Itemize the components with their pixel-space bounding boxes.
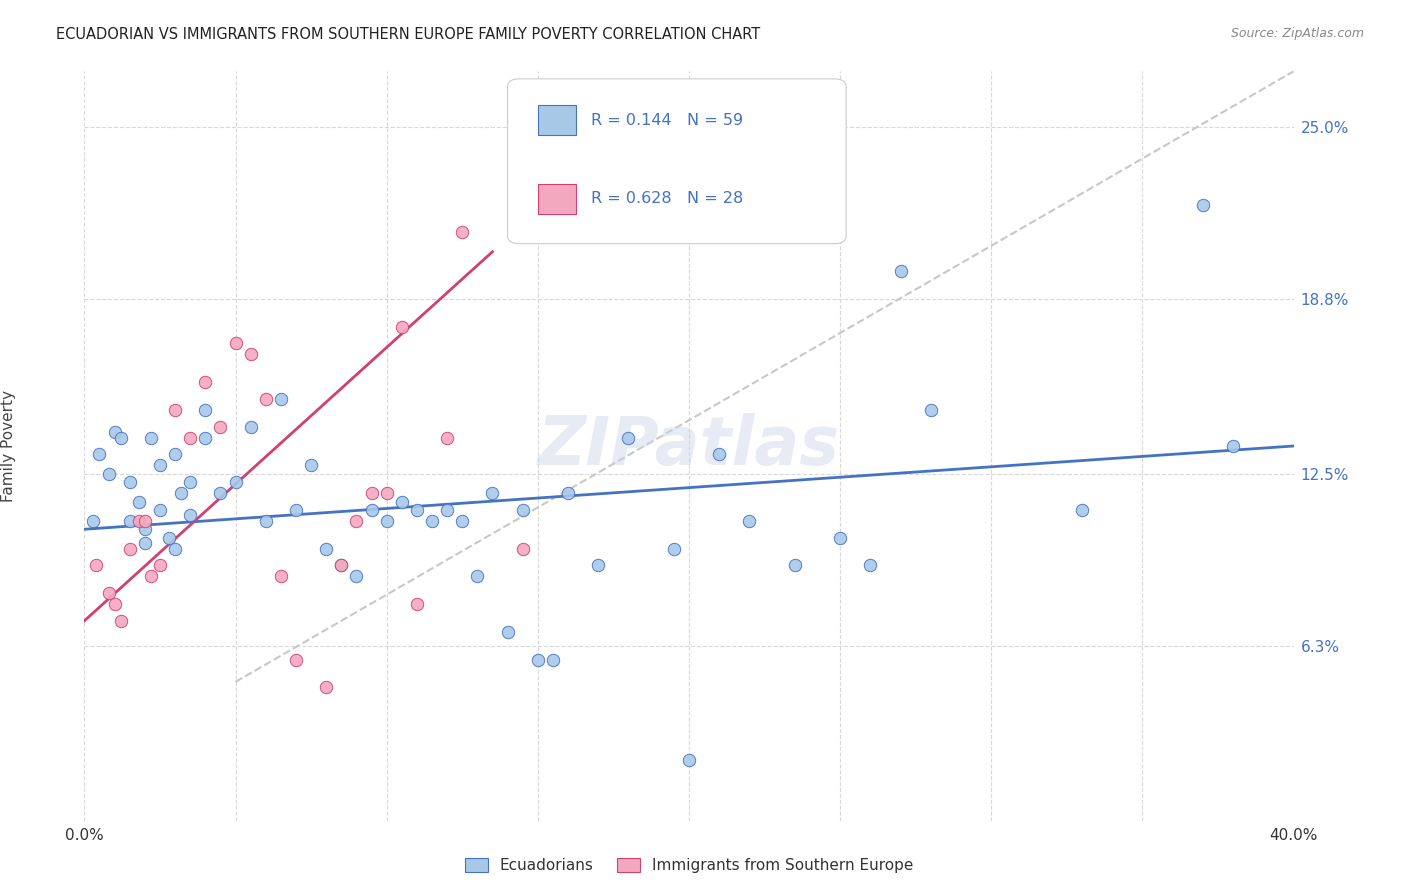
- Point: [920, 403, 942, 417]
- Point: [375, 514, 398, 528]
- Point: [118, 541, 141, 556]
- Point: [738, 514, 761, 528]
- Point: [406, 503, 429, 517]
- Point: [165, 403, 187, 417]
- Point: [194, 431, 217, 445]
- Point: [104, 597, 127, 611]
- Bar: [538, 105, 576, 135]
- Point: [149, 558, 172, 573]
- Point: [391, 494, 413, 508]
- Point: [179, 508, 201, 523]
- Point: [110, 431, 132, 445]
- Point: [239, 419, 262, 434]
- Point: [82, 514, 104, 528]
- Point: [512, 503, 534, 517]
- Point: [139, 569, 162, 583]
- Point: [170, 486, 193, 500]
- Point: [270, 569, 292, 583]
- Point: [330, 558, 353, 573]
- Point: [134, 536, 156, 550]
- Point: [128, 494, 150, 508]
- Point: [157, 531, 180, 545]
- Point: [315, 681, 337, 695]
- Point: [451, 225, 474, 239]
- Point: [859, 558, 882, 573]
- Text: R = 0.628   N = 28: R = 0.628 N = 28: [591, 191, 744, 206]
- Point: [346, 569, 368, 583]
- Point: [225, 336, 247, 351]
- Point: [134, 514, 156, 528]
- Point: [481, 486, 503, 500]
- Point: [557, 486, 579, 500]
- Point: [128, 514, 150, 528]
- Point: [139, 431, 162, 445]
- Point: [97, 467, 120, 481]
- Point: [254, 392, 277, 406]
- Point: [1192, 197, 1215, 211]
- Point: [165, 541, 187, 556]
- Point: [375, 486, 398, 500]
- Point: [285, 503, 308, 517]
- Point: [391, 319, 413, 334]
- Point: [104, 425, 127, 439]
- Point: [209, 419, 232, 434]
- Point: [118, 514, 141, 528]
- FancyBboxPatch shape: [508, 78, 846, 244]
- Bar: [538, 184, 576, 214]
- Point: [436, 431, 458, 445]
- Text: R = 0.144   N = 59: R = 0.144 N = 59: [591, 112, 744, 128]
- Point: [118, 475, 141, 489]
- Point: [330, 558, 353, 573]
- Point: [830, 531, 852, 545]
- Point: [149, 458, 172, 473]
- Point: [360, 503, 382, 517]
- Point: [209, 486, 232, 500]
- Point: [315, 541, 337, 556]
- Point: [541, 653, 564, 667]
- Point: [783, 558, 806, 573]
- Point: [239, 347, 262, 361]
- Text: Family Poverty: Family Poverty: [1, 390, 17, 502]
- Point: [179, 431, 201, 445]
- Point: [1071, 503, 1094, 517]
- Point: [179, 475, 201, 489]
- Point: [89, 447, 111, 461]
- Point: [360, 486, 382, 500]
- Text: ECUADORIAN VS IMMIGRANTS FROM SOUTHERN EUROPE FAMILY POVERTY CORRELATION CHART: ECUADORIAN VS IMMIGRANTS FROM SOUTHERN E…: [56, 27, 761, 42]
- Point: [346, 514, 368, 528]
- Point: [451, 514, 474, 528]
- Legend: Ecuadorians, Immigrants from Southern Europe: Ecuadorians, Immigrants from Southern Eu…: [465, 858, 912, 873]
- Point: [512, 541, 534, 556]
- Point: [436, 503, 458, 517]
- Point: [406, 597, 429, 611]
- Point: [254, 514, 277, 528]
- Point: [1222, 439, 1244, 453]
- Point: [110, 614, 132, 628]
- Point: [588, 558, 610, 573]
- Point: [86, 558, 108, 573]
- Point: [149, 503, 172, 517]
- Point: [496, 624, 519, 639]
- Point: [270, 392, 292, 406]
- Point: [527, 653, 550, 667]
- Point: [678, 753, 700, 767]
- Point: [467, 569, 489, 583]
- Point: [225, 475, 247, 489]
- Point: [709, 447, 731, 461]
- Point: [662, 541, 685, 556]
- Point: [165, 447, 187, 461]
- Point: [97, 586, 120, 600]
- Point: [299, 458, 322, 473]
- Text: ZIPatlas: ZIPatlas: [538, 413, 839, 479]
- Point: [194, 375, 217, 389]
- Point: [420, 514, 443, 528]
- Point: [194, 403, 217, 417]
- Point: [134, 522, 156, 536]
- Text: Source: ZipAtlas.com: Source: ZipAtlas.com: [1230, 27, 1364, 40]
- Point: [890, 264, 912, 278]
- Point: [285, 653, 308, 667]
- Point: [617, 431, 640, 445]
